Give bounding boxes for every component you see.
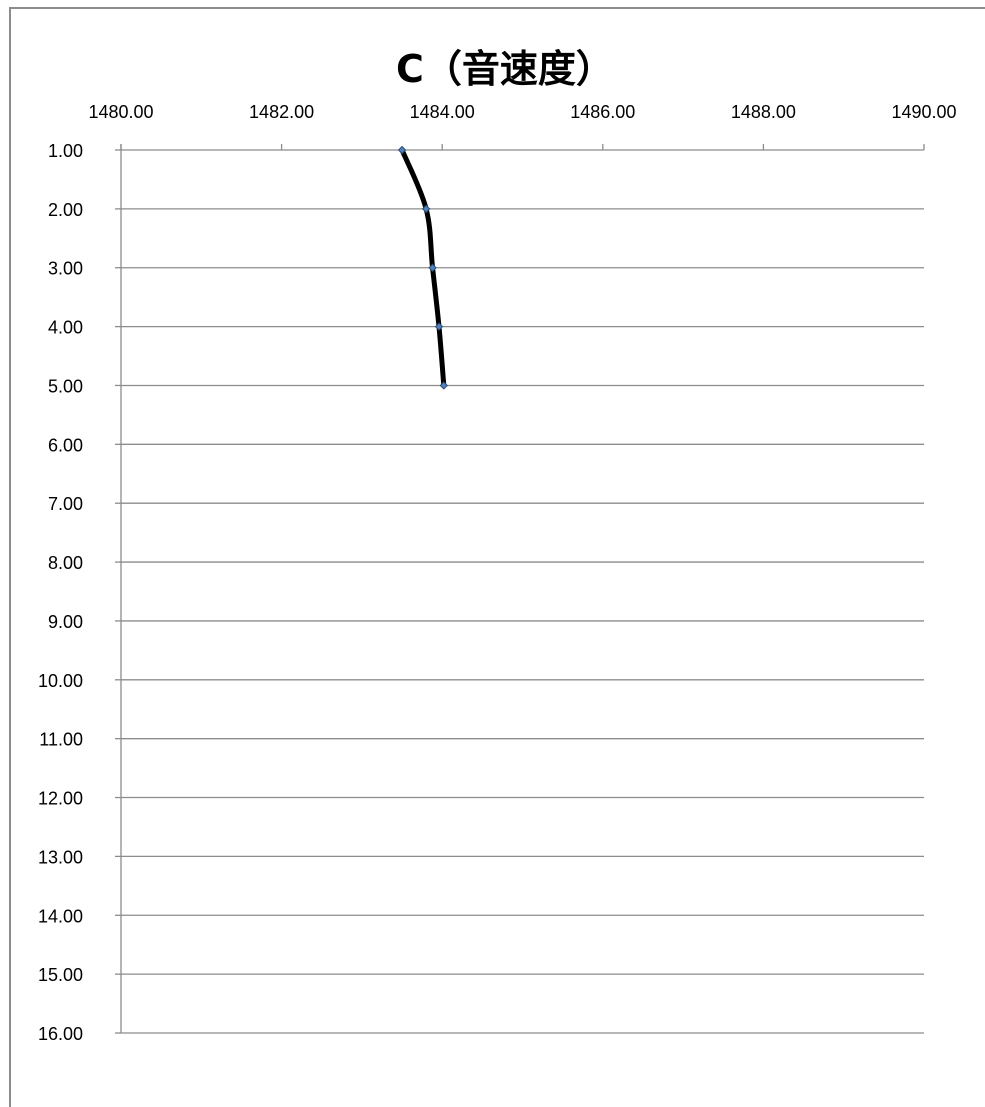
y-tick-label: 7.00	[48, 494, 83, 514]
y-tick-label: 2.00	[48, 200, 83, 220]
data-point-marker	[428, 263, 437, 272]
chart-area: C（音速度） 1480.00 1482.00 1484.00 1486.00 1488.…	[38, 47, 957, 1044]
x-tick-label: 1484.00	[410, 102, 475, 122]
y-tick-label: 11.00	[39, 730, 83, 750]
data-series	[397, 145, 449, 390]
y-tick-label: 3.00	[48, 259, 83, 279]
chart-title: C（音速度）	[396, 47, 614, 91]
x-tick-labels: 1480.00 1482.00 1484.00 1486.00 1488.00 1490.…	[88, 102, 956, 122]
y-tick-label: 1.00	[48, 141, 83, 161]
x-tick-label: 1488.00	[731, 102, 796, 122]
y-tick-label: 10.00	[38, 671, 83, 691]
x-tick-label: 1482.00	[249, 102, 314, 122]
y-tick-label: 8.00	[48, 553, 83, 573]
y-tick-label: 12.00	[38, 789, 83, 809]
x-tick-label: 1486.00	[570, 102, 635, 122]
y-tick-label: 13.00	[38, 847, 83, 867]
gridlines	[121, 208, 924, 1034]
x-tick-label: 1480.00	[88, 102, 153, 122]
y-tick-label: 5.00	[48, 376, 83, 396]
y-tick-label: 15.00	[38, 965, 83, 985]
chart-frame	[9, 7, 985, 1107]
y-tick-label: 16.00	[38, 1024, 83, 1044]
y-tick-label: 14.00	[38, 906, 83, 926]
y-tick-label: 9.00	[48, 612, 83, 632]
y-tick-label: 4.00	[48, 318, 83, 338]
data-point-marker	[397, 145, 407, 155]
axes	[115, 144, 925, 1034]
data-point-marker	[421, 204, 431, 214]
data-point-marker	[439, 381, 449, 390]
y-tick-labels: 1.00 2.00 3.00 4.00 5.00 6.00 7.00 8.00 9.00 10.0…	[38, 141, 83, 1044]
data-point-marker	[434, 322, 444, 331]
y-tick-label: 6.00	[48, 435, 83, 455]
x-tick-label: 1490.00	[891, 102, 956, 122]
